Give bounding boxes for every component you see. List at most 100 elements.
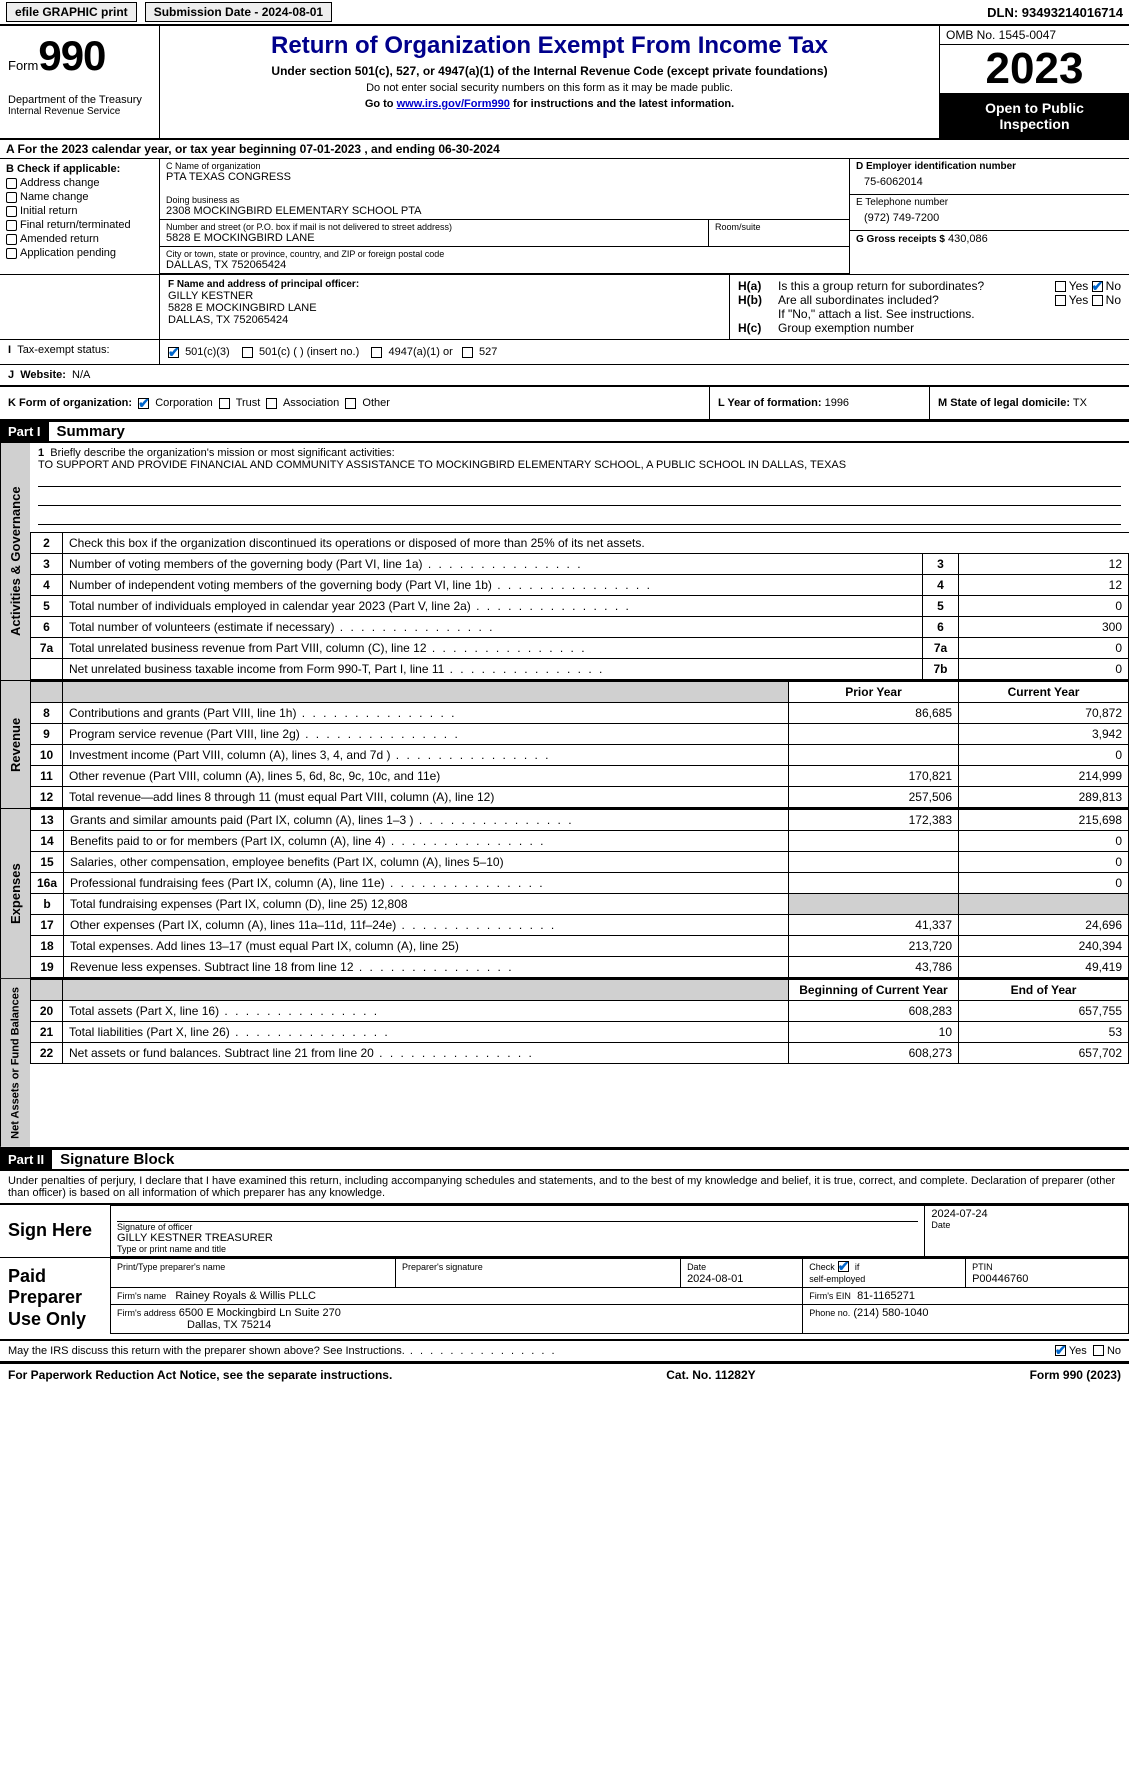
- perjury-decl: Under penalties of perjury, I declare th…: [0, 1171, 1129, 1203]
- p22: 608,273: [789, 1043, 959, 1064]
- discuss-text: May the IRS discuss this return with the…: [8, 1345, 1055, 1357]
- firm-addr1: 6500 E Mockingbird Ln Suite 270: [179, 1307, 341, 1319]
- part1-label: Part I: [0, 422, 49, 441]
- activities-tab: Activities & Governance: [0, 443, 30, 680]
- other-checkbox[interactable]: [345, 398, 356, 409]
- name-change-label: Name change: [20, 191, 89, 203]
- c8: 70,872: [959, 703, 1129, 724]
- form-title: Return of Organization Exempt From Incom…: [170, 32, 929, 60]
- part2-title: Signature Block: [52, 1151, 174, 1168]
- type-name-label: Type or print name and title: [117, 1244, 918, 1254]
- l16b: Total fundraising expenses (Part IX, col…: [64, 894, 789, 915]
- discuss-yes: Yes: [1069, 1345, 1087, 1357]
- v3: 12: [959, 554, 1129, 575]
- year-formation: 1996: [825, 397, 849, 409]
- revenue-section: Revenue Prior YearCurrent Year 8Contribu…: [0, 681, 1129, 809]
- app-pending-checkbox[interactable]: [6, 248, 17, 259]
- trust-label: Trust: [236, 397, 261, 409]
- form-header: Form990 Department of the Treasury Inter…: [0, 26, 1129, 140]
- trust-checkbox[interactable]: [219, 398, 230, 409]
- cat-no: Cat. No. 11282Y: [666, 1368, 755, 1382]
- efile-print-button[interactable]: efile GRAPHIC print: [6, 2, 137, 22]
- l9: Program service revenue (Part VIII, line…: [63, 724, 789, 745]
- assoc-label: Association: [283, 397, 339, 409]
- goto-pre: Go to: [365, 98, 397, 110]
- corp-checkbox[interactable]: [138, 398, 149, 409]
- self-emp-checkbox[interactable]: [838, 1261, 849, 1272]
- j-label: Website:: [20, 369, 66, 381]
- officer-sig-name: GILLY KESTNER TREASURER: [117, 1232, 918, 1244]
- discuss-no-checkbox[interactable]: [1093, 1345, 1104, 1356]
- officer-name: GILLY KESTNER: [168, 290, 721, 302]
- street-value: 5828 E MOCKINGBIRD LANE: [166, 232, 702, 244]
- ssn-note: Do not enter social security numbers on …: [170, 82, 929, 94]
- box-b: B Check if applicable: Address change Na…: [0, 159, 160, 274]
- hb-label: Are all subordinates included?: [778, 293, 1055, 307]
- prep-date-label: Date: [687, 1262, 706, 1272]
- l1-label: Briefly describe the organization's miss…: [50, 447, 394, 459]
- city-label: City or town, state or province, country…: [166, 249, 843, 259]
- c-name-label: C Name of organization: [166, 161, 843, 171]
- addr-change-checkbox[interactable]: [6, 178, 17, 189]
- assoc-checkbox[interactable]: [266, 398, 277, 409]
- hb-no-checkbox[interactable]: [1092, 295, 1103, 306]
- l22: Net assets or fund balances. Subtract li…: [63, 1043, 789, 1064]
- ha-no-checkbox[interactable]: [1092, 281, 1103, 292]
- city-value: DALLAS, TX 752065424: [166, 259, 843, 271]
- open-to-public: Open to Public Inspection: [940, 94, 1129, 138]
- irs-label: Internal Revenue Service: [8, 106, 151, 117]
- 4947-checkbox[interactable]: [371, 347, 382, 358]
- 501c3-label: 501(c)(3): [185, 346, 230, 358]
- mission-text: TO SUPPORT AND PROVIDE FINANCIAL AND COM…: [38, 459, 1121, 471]
- box-h: H(a) Is this a group return for subordin…: [729, 275, 1129, 339]
- l14: Benefits paid to or for members (Part IX…: [64, 831, 789, 852]
- 501c-checkbox[interactable]: [242, 347, 253, 358]
- l20: Total assets (Part X, line 16): [63, 1001, 789, 1022]
- ha-yes-checkbox[interactable]: [1055, 281, 1066, 292]
- form-prefix: Form: [8, 58, 38, 73]
- initial-return-checkbox[interactable]: [6, 206, 17, 217]
- form-number: Form990: [8, 32, 151, 80]
- i-label: Tax-exempt status:: [17, 344, 109, 356]
- room-label: Room/suite: [715, 222, 843, 232]
- l13: Grants and similar amounts paid (Part IX…: [64, 810, 789, 831]
- website-value: N/A: [72, 369, 90, 381]
- irs-link[interactable]: www.irs.gov/Form990: [397, 98, 510, 110]
- l8: Contributions and grants (Part VIII, lin…: [63, 703, 789, 724]
- m-label: M State of legal domicile:: [938, 397, 1070, 409]
- pra-notice: For Paperwork Reduction Act Notice, see …: [8, 1368, 392, 1382]
- goto-note: Go to www.irs.gov/Form990 for instructio…: [170, 98, 929, 110]
- submission-date-button[interactable]: Submission Date - 2024-08-01: [145, 2, 332, 22]
- c10: 0: [959, 745, 1129, 766]
- 501c3-checkbox[interactable]: [168, 347, 179, 358]
- discuss-yes-checkbox[interactable]: [1055, 1345, 1066, 1356]
- top-bar: efile GRAPHIC print Submission Date - 20…: [0, 0, 1129, 26]
- part1-title: Summary: [49, 423, 125, 440]
- sig-officer-label: Signature of officer: [117, 1222, 918, 1232]
- prep-date: 2024-08-01: [687, 1273, 743, 1285]
- prior-hdr: Prior Year: [789, 682, 959, 703]
- p10: [789, 745, 959, 766]
- form-990-number: 990: [38, 32, 105, 79]
- 501c-label: 501(c) ( ) (insert no.): [259, 346, 359, 358]
- l21: Total liabilities (Part X, line 26): [63, 1022, 789, 1043]
- open-pub-2: Inspection: [999, 116, 1069, 132]
- ha-label: Is this a group return for subordinates?: [778, 279, 1055, 293]
- state-domicile: TX: [1073, 397, 1087, 409]
- hb-yes-checkbox[interactable]: [1055, 295, 1066, 306]
- firm-phone: (214) 580-1040: [853, 1307, 928, 1319]
- l7a: Total unrelated business revenue from Pa…: [63, 638, 923, 659]
- dba-label: Doing business as: [166, 195, 843, 205]
- p12: 257,506: [789, 787, 959, 808]
- 527-checkbox[interactable]: [462, 347, 473, 358]
- e-label: E Telephone number: [856, 197, 1123, 208]
- amended-checkbox[interactable]: [6, 234, 17, 245]
- v7b: 0: [959, 659, 1129, 680]
- final-return-checkbox[interactable]: [6, 220, 17, 231]
- p9: [789, 724, 959, 745]
- rev-table: Prior YearCurrent Year 8Contributions an…: [30, 681, 1129, 808]
- name-change-checkbox[interactable]: [6, 192, 17, 203]
- other-label: Other: [362, 397, 390, 409]
- v7a: 0: [959, 638, 1129, 659]
- c13: 215,698: [959, 810, 1129, 831]
